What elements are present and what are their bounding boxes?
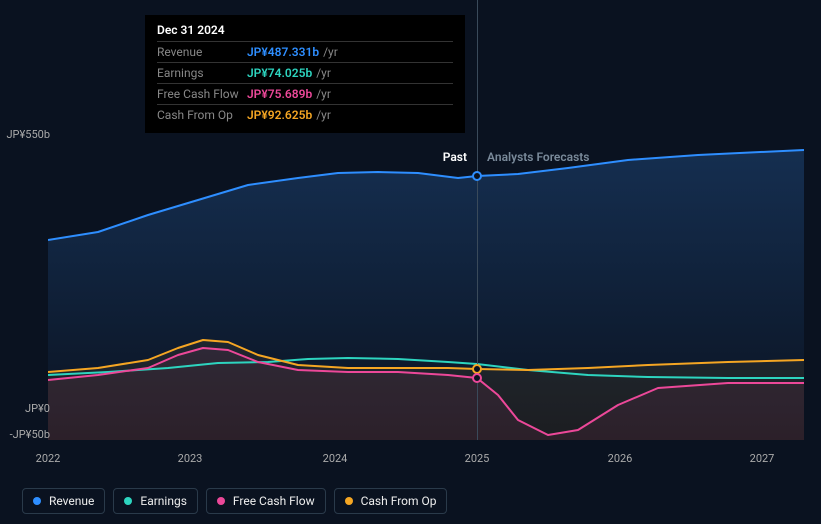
tooltip-metric-unit: /yr	[316, 108, 331, 122]
legend-dot	[124, 497, 132, 505]
tooltip-metric-unit: /yr	[323, 45, 338, 59]
x-axis-tick: 2025	[465, 452, 490, 465]
legend-label: Revenue	[49, 494, 94, 508]
chart-svg	[48, 140, 804, 440]
legend-label: Free Cash Flow	[233, 494, 315, 508]
tooltip-row: Cash From OpJP¥92.625b/yr	[157, 104, 453, 125]
x-axis-tick: 2022	[36, 452, 61, 465]
data-marker	[472, 171, 482, 181]
y-axis-tick: JP¥550b	[0, 128, 50, 141]
tooltip-metric-unit: /yr	[316, 87, 331, 101]
legend-dot	[345, 497, 353, 505]
legend-item-earnings[interactable]: Earnings	[113, 488, 198, 514]
financial-chart: Past Analysts Forecasts JP¥550b JP¥0 -JP¥5…	[0, 0, 821, 524]
data-tooltip: Dec 31 2024 RevenueJP¥487.331b/yrEarning…	[145, 15, 465, 133]
legend-label: Earnings	[140, 494, 187, 508]
chart-legend: Revenue Earnings Free Cash Flow Cash From O…	[22, 488, 447, 514]
y-axis-tick: -JP¥50b	[0, 428, 50, 441]
x-axis-tick: 2026	[608, 452, 633, 465]
tooltip-metric-value: JP¥74.025b	[247, 66, 312, 80]
forecast-section-label: Analysts Forecasts	[487, 150, 589, 164]
legend-item-free-cash-flow[interactable]: Free Cash Flow	[206, 488, 326, 514]
tooltip-metric-label: Earnings	[157, 66, 247, 80]
legend-item-revenue[interactable]: Revenue	[22, 488, 105, 514]
past-section-label: Past	[443, 150, 467, 164]
tooltip-row: EarningsJP¥74.025b/yr	[157, 62, 453, 83]
tooltip-metric-label: Cash From Op	[157, 108, 247, 122]
tooltip-metric-value: JP¥92.625b	[247, 108, 312, 122]
tooltip-metric-value: JP¥75.689b	[247, 87, 312, 101]
legend-dot	[33, 497, 41, 505]
tooltip-row: Free Cash FlowJP¥75.689b/yr	[157, 83, 453, 104]
x-axis-tick: 2027	[750, 452, 775, 465]
data-marker	[472, 373, 482, 383]
tooltip-metric-label: Free Cash Flow	[157, 87, 247, 101]
legend-item-cash-from-op[interactable]: Cash From Op	[334, 488, 448, 514]
x-axis-tick: 2024	[323, 452, 348, 465]
plot-area: Past Analysts Forecasts	[48, 140, 804, 440]
tooltip-metric-label: Revenue	[157, 45, 247, 59]
legend-dot	[217, 497, 225, 505]
tooltip-row: RevenueJP¥487.331b/yr	[157, 41, 453, 62]
tooltip-date: Dec 31 2024	[157, 23, 453, 37]
y-axis-tick: JP¥0	[0, 402, 50, 415]
tooltip-metric-unit: /yr	[316, 66, 331, 80]
tooltip-metric-value: JP¥487.331b	[247, 45, 319, 59]
legend-label: Cash From Op	[361, 494, 437, 508]
x-axis-tick: 2023	[178, 452, 203, 465]
